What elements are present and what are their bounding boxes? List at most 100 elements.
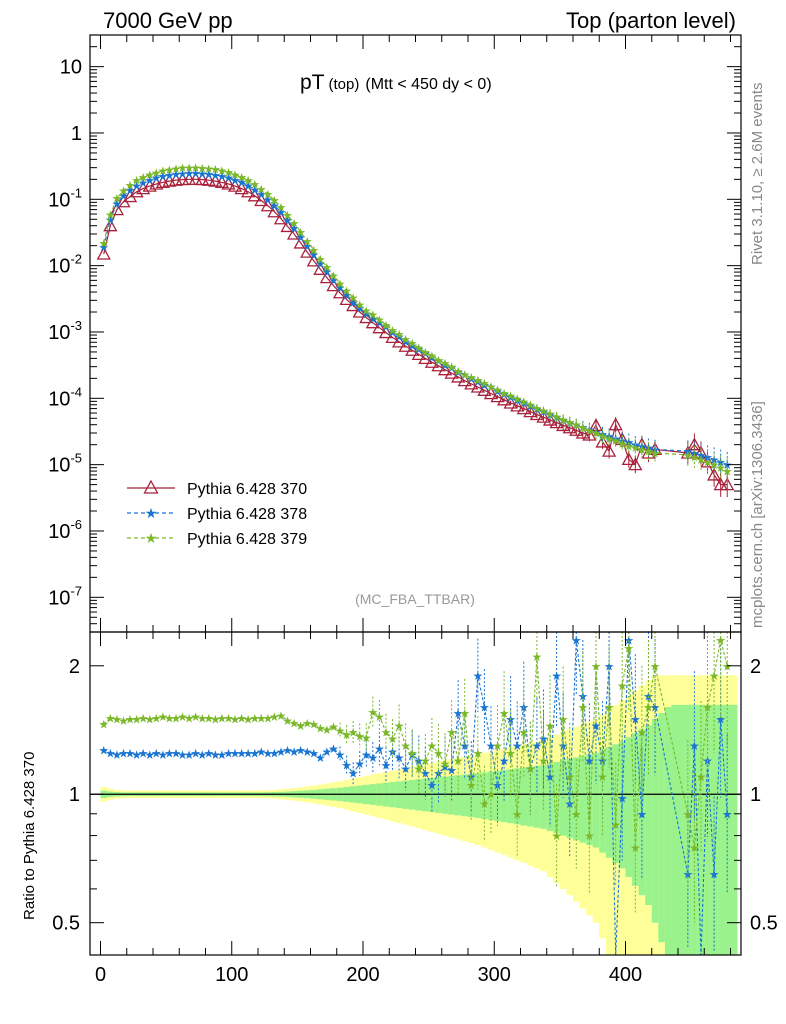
ratio-point-star: ★ — [262, 711, 273, 725]
legend-entry-378: ★ Pythia 6.428 378 — [127, 505, 307, 523]
band-green-bin — [513, 768, 521, 825]
main-point-star: ★ — [269, 194, 280, 208]
main-point-star: ★ — [446, 360, 457, 374]
ratio-point-star: ★ — [164, 711, 175, 725]
ratio-point-star: ★ — [584, 754, 595, 768]
main-point-star: ★ — [144, 173, 155, 187]
ratio-point-star: ★ — [558, 739, 569, 753]
ratio-ytick-label: 1 — [69, 784, 80, 806]
main-point-star: ★ — [151, 166, 162, 180]
ratio-point-star: ★ — [249, 711, 260, 725]
ratio-point-star: ★ — [400, 739, 411, 753]
ratio-point-star: ★ — [361, 731, 372, 745]
ratio-point-star: ★ — [597, 754, 608, 768]
main-point-star: ★ — [289, 221, 300, 235]
main-point-star: ★ — [413, 343, 424, 357]
main-point-star: ★ — [610, 434, 621, 448]
main-point-star: ★ — [617, 437, 628, 451]
ratio-point-star: ★ — [354, 757, 365, 771]
ratio-point-star: ★ — [171, 746, 182, 760]
ratio-point-star: ★ — [446, 763, 457, 777]
band-green-bin — [678, 704, 685, 955]
ratio-point-star: ★ — [427, 739, 438, 753]
ratio-point-star: ★ — [223, 746, 234, 760]
ratio-ytick-label: 0.5 — [52, 913, 80, 935]
main-point-star: ★ — [637, 443, 648, 457]
ratio-point-star: ★ — [525, 762, 536, 776]
main-point-star: ★ — [256, 182, 267, 196]
ratio-point-star: ★ — [223, 711, 234, 725]
main-point-star: ★ — [302, 239, 313, 253]
ratio-point-star: ★ — [597, 770, 608, 784]
band-green-bin — [527, 766, 535, 827]
ratio-point-star: ★ — [374, 710, 385, 724]
main-point-star: ★ — [571, 418, 582, 432]
main-point-star: ★ — [420, 347, 431, 361]
ratio-point-star: ★ — [230, 746, 241, 760]
ratio-xtick-label: 300 — [478, 964, 511, 986]
main-point-star: ★ — [184, 167, 195, 181]
main-point-star: ★ — [466, 370, 477, 384]
main-point-star: ★ — [440, 358, 451, 372]
ratio-point-star: ★ — [551, 669, 562, 683]
main-point-triangle — [247, 188, 262, 202]
legend-label-378: Pythia 6.428 378 — [187, 506, 307, 523]
ratio-point-star: ★ — [571, 807, 582, 821]
title-sub: (top) — [329, 76, 360, 93]
band-green-bin — [658, 713, 666, 943]
main-point-star: ★ — [276, 206, 287, 220]
main-point-star: ★ — [571, 418, 582, 432]
ratio-point-star: ★ — [584, 829, 595, 843]
main-point-triangle — [286, 226, 302, 240]
main-point-star: ★ — [328, 269, 339, 283]
ratio-point-star: ★ — [125, 746, 136, 760]
main-ytick-label: 10-4 — [48, 384, 82, 410]
main-point-triangle — [483, 386, 499, 400]
ratio-point-star: ★ — [381, 725, 392, 739]
mcplots-label: mcplots.cern.ch [arXiv:1306.3436] — [749, 401, 766, 628]
main-point-star: ★ — [230, 168, 241, 182]
ratio-point-star: ★ — [459, 739, 470, 753]
main-point-triangle — [595, 434, 610, 448]
main-point-triangle — [451, 369, 466, 383]
main-point-triangle — [536, 409, 551, 423]
main-point-triangle — [424, 354, 440, 368]
main-point-star: ★ — [630, 441, 641, 455]
main-point-star: ★ — [466, 372, 477, 386]
ratio-point-star: ★ — [210, 748, 221, 762]
main-point-triangle — [516, 401, 531, 415]
main-point-star: ★ — [486, 380, 497, 394]
main-point-star: ★ — [138, 176, 149, 190]
ratio-point-star: ★ — [282, 743, 293, 757]
main-point-triangle — [319, 270, 335, 284]
main-point-triangle — [575, 425, 590, 439]
main-point-star: ★ — [367, 308, 378, 322]
ratio-point-star: ★ — [157, 748, 168, 762]
main-point-star: ★ — [420, 345, 431, 359]
title-cond: (Mtt < 450 dy < 0) — [365, 76, 491, 93]
ratio-point-star: ★ — [689, 841, 700, 855]
main-point-star: ★ — [315, 252, 326, 266]
legend: Pythia 6.428 370 ★ Pythia 6.428 378 ★ Py… — [127, 479, 307, 548]
ratio-point-star: ★ — [144, 748, 155, 762]
main-point-triangle — [372, 320, 387, 334]
main-point-star: ★ — [407, 337, 418, 351]
ratio-point-star: ★ — [203, 746, 214, 760]
ratio-point-star: ★ — [190, 746, 201, 760]
main-point-triangle — [477, 382, 492, 396]
main-point-star: ★ — [230, 173, 241, 187]
ratio-point-star: ★ — [341, 759, 352, 773]
main-point-star: ★ — [164, 163, 175, 177]
main-point-star: ★ — [203, 167, 214, 181]
band-green-bin — [415, 779, 423, 811]
main-point-star: ★ — [361, 304, 372, 318]
main-point-star: ★ — [591, 427, 602, 441]
ratio-point-star: ★ — [545, 770, 556, 784]
band-green-bin — [717, 704, 725, 955]
main-point-triangle — [122, 189, 138, 203]
band-green-bin — [625, 737, 633, 877]
ratio-point-star: ★ — [466, 770, 477, 784]
main-point-star: ★ — [525, 398, 536, 412]
main-point-star: ★ — [689, 446, 700, 460]
